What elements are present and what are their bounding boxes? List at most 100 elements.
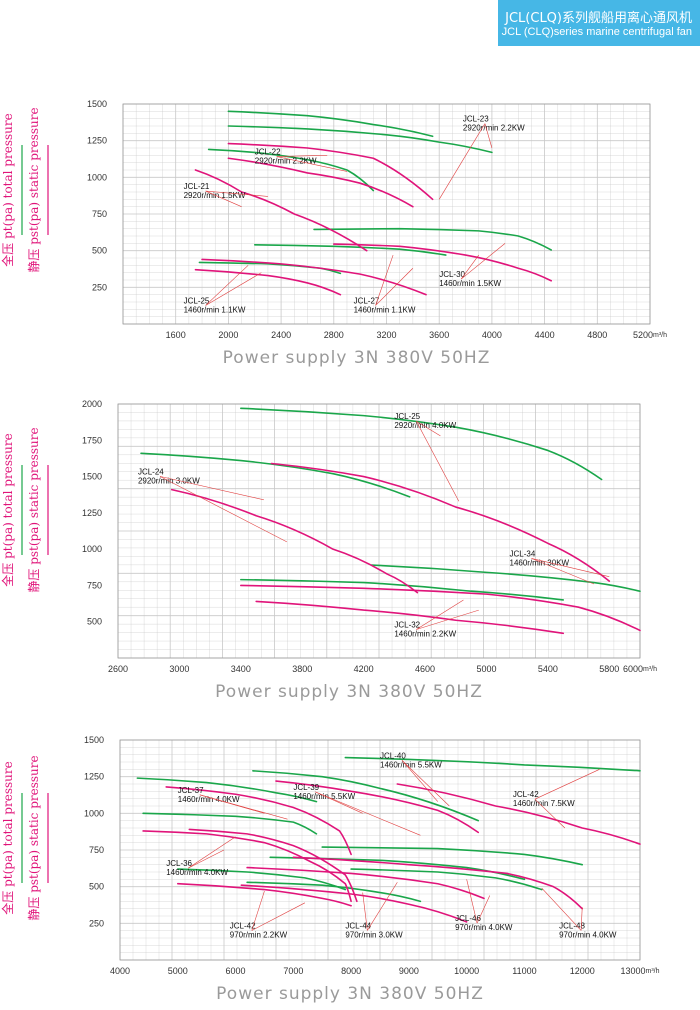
annotation-spec-label: 1460r/min 7.5KW xyxy=(513,799,575,808)
annotation-spec-label: 1460r/min 1.5KW xyxy=(439,279,501,288)
x-tick-label: 4400 xyxy=(535,330,555,340)
annotation-leader-line xyxy=(367,882,398,931)
x-tick-label: 9000 xyxy=(399,966,419,976)
power-supply-footer: Power supply 3N 380V 50HZ xyxy=(216,984,484,1004)
x-tick-label: 5200m³/h xyxy=(633,330,667,340)
x-tick-label: 4200 xyxy=(354,664,374,674)
annotation-model-label: JCL-30 xyxy=(439,270,465,279)
total-pressure-curve-1 xyxy=(227,125,493,154)
static-pressure-curve-15 xyxy=(292,856,584,910)
annotation-leader-line xyxy=(534,798,566,829)
annotation-spec-label: 970r/min 4.0KW xyxy=(455,923,513,932)
x-tick-label: 2800 xyxy=(324,330,344,340)
total-pressure-curve-2 xyxy=(344,756,641,772)
annotation-model-label: JCL-25 xyxy=(184,296,210,305)
total-pressure-curve-0 xyxy=(227,110,434,138)
annotation-leader-line xyxy=(205,272,262,306)
annotation-model-label: JCL-37 xyxy=(178,786,204,795)
annotation-leader-line xyxy=(251,902,306,931)
y-tick-label: 250 xyxy=(89,918,104,928)
x-unit-label: m³/h xyxy=(646,968,660,975)
static-pressure-curve-7 xyxy=(227,157,414,208)
total-pressure-curve-4 xyxy=(313,227,552,251)
annotation-leader-line xyxy=(416,420,441,437)
y-tick-label: 1000 xyxy=(87,172,107,182)
annotation-leader-line xyxy=(534,769,600,800)
annotation-leader-line xyxy=(438,123,486,200)
y-tick-label: 1750 xyxy=(82,435,102,445)
plot-frame xyxy=(117,403,641,659)
static-pressure-curve-14 xyxy=(246,866,485,900)
x-tick-label: 3600 xyxy=(429,330,449,340)
annotation-leader-line xyxy=(251,890,265,931)
x-tick-label: 5000 xyxy=(476,664,496,674)
x-tick-label: 4000 xyxy=(110,966,130,976)
annotation-model-label: JCL-42 xyxy=(230,921,256,930)
x-tick-label: 11000 xyxy=(512,966,536,976)
x-tick-label: 13000m³/h xyxy=(620,966,659,976)
annotation-model-label: JCL-32 xyxy=(394,621,420,630)
annotation-model-label: JCL-25 xyxy=(394,412,420,421)
x-tick-label: 2000 xyxy=(218,330,238,340)
annotation-model-label: JCL-48 xyxy=(559,921,585,930)
y-tick-label: 1250 xyxy=(84,772,104,782)
total-pressure-curve-4 xyxy=(321,846,584,866)
annotation-model-label: JCL-22 xyxy=(255,148,281,157)
annotation-leader-line xyxy=(188,849,225,869)
annotation-leader-line xyxy=(199,794,288,820)
annotation-leader-line xyxy=(580,907,583,931)
annotation-spec-label: 1460r/min 5.5KW xyxy=(380,760,442,769)
static-pressure-curve-13 xyxy=(188,828,358,903)
side-label-static: 静压 pst(pa) static pressure xyxy=(27,755,41,920)
side-label-static: 静压 pst(pa) static pressure xyxy=(27,427,41,592)
x-tick-label: 4800 xyxy=(587,330,607,340)
y-tick-label: 250 xyxy=(92,282,107,292)
static-pressure-curve-10 xyxy=(201,258,427,296)
annotation-model-label: JCL-44 xyxy=(345,921,371,930)
chart-panel-2: 2600 3000 3400 3800 4200 4600 5000 5400 5800 6000… xyxy=(0,399,657,702)
grid-lines xyxy=(117,403,641,659)
annotation-leader-line xyxy=(188,836,236,869)
static-pressure-curve-4 xyxy=(270,462,611,582)
total-pressure-curve-1 xyxy=(252,770,480,822)
chart-panel-3: 4000 5000 6000 7000 8000 9000 10000 11000 12000 1… xyxy=(0,735,660,1004)
static-pressure-curve-6 xyxy=(227,142,434,201)
static-pressure-curve-10 xyxy=(275,780,480,834)
header-title-cn: JCL(CLQ)系列舰船用离心通风机 xyxy=(505,11,692,26)
side-label-static: 静压 pst(pa) static pressure xyxy=(27,107,41,272)
annotation-spec-label: 2920r/min 2.2KW xyxy=(255,157,317,166)
x-tick-label: 3200 xyxy=(376,330,396,340)
total-pressure-curve-3 xyxy=(253,244,447,256)
y-tick-label: 1500 xyxy=(84,735,104,745)
total-pressure-curve-2 xyxy=(207,148,375,192)
y-tick-label: 1500 xyxy=(87,99,107,109)
total-pressure-curve-0 xyxy=(136,777,318,803)
y-tick-label: 2000 xyxy=(82,399,102,409)
annotation-spec-label: 1460r/min 1.1KW xyxy=(354,305,416,314)
annotation-leader-line xyxy=(205,190,268,197)
annotation-model-label: JCL-42 xyxy=(513,790,539,799)
y-tick-label: 500 xyxy=(89,882,104,892)
annotation-leader-line xyxy=(531,558,610,578)
static-pressure-curve-16 xyxy=(176,882,352,907)
annotation-leader-line xyxy=(466,879,478,924)
plot-frame xyxy=(119,739,641,961)
x-tick-label: 3000 xyxy=(169,664,189,674)
total-pressure-curve-8 xyxy=(350,868,543,891)
side-label-total: 全压 pt(pa) total pressure xyxy=(0,433,15,586)
annotation-spec-label: 970r/min 4.0KW xyxy=(559,930,617,939)
annotation-model-label: JCL-27 xyxy=(354,296,380,305)
side-label-total: 全压 pt(pa) total pressure xyxy=(0,113,15,266)
y-tick-label: 1250 xyxy=(82,508,102,518)
x-unit-label: m³/h xyxy=(643,666,657,673)
static-pressure-curve-9 xyxy=(333,243,552,282)
annotation-leader-line xyxy=(416,609,479,630)
annotation-spec-label: 2920r/min 2.2KW xyxy=(463,124,525,133)
x-tick-label: 10000 xyxy=(454,966,479,976)
annotation-leader-line xyxy=(276,156,348,172)
header-title-en: JCL (CLQ)series marine centrifugal fan xyxy=(501,26,692,38)
annotation-spec-label: 1460r/min 4.0KW xyxy=(166,868,228,877)
x-tick-label: 5000 xyxy=(168,966,188,976)
y-tick-label: 500 xyxy=(92,246,107,256)
total-pressure-curve-1 xyxy=(140,452,411,498)
